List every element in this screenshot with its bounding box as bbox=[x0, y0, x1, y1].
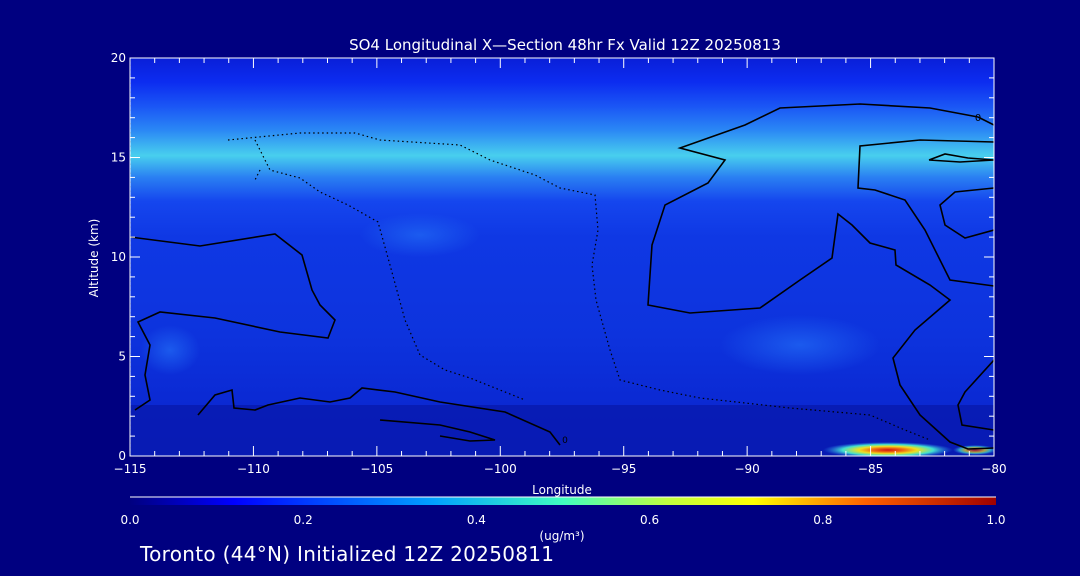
y-axis-label: Altitude (km) bbox=[87, 219, 101, 298]
y-axis: 0 5 10 15 20 bbox=[111, 51, 994, 463]
contour-line bbox=[939, 187, 994, 239]
contour-line bbox=[857, 139, 994, 287]
footer-caption: Toronto (44°N) Initialized 12Z 20250811 bbox=[140, 542, 555, 566]
contour-lines bbox=[130, 103, 994, 450]
contour-label: 0 bbox=[975, 113, 981, 124]
contour-line bbox=[977, 116, 994, 126]
contour-line-dotted bbox=[254, 169, 261, 181]
x-tick-label: −85 bbox=[858, 462, 883, 476]
concentration-field bbox=[130, 58, 994, 456]
contour-label: 0 bbox=[562, 436, 568, 446]
field-blob bbox=[360, 213, 480, 257]
y-tick-label: 15 bbox=[111, 151, 126, 165]
x-tick-label: −115 bbox=[114, 462, 147, 476]
contour-line-dotted bbox=[227, 132, 931, 441]
x-tick-label: −100 bbox=[484, 462, 517, 476]
x-tick-label: −80 bbox=[981, 462, 1006, 476]
colorbar-units: (ug/m³) bbox=[539, 529, 584, 543]
y-tick-label: 5 bbox=[118, 350, 126, 364]
contour-line bbox=[957, 359, 994, 431]
x-axis: −115 −110 −105 −100 −95 −90 −85 −80 bbox=[114, 58, 1007, 476]
colorbar-tick-label: 0.6 bbox=[640, 513, 659, 527]
colorbar-tick-label: 0.4 bbox=[467, 513, 486, 527]
colorbar-tick-label: 0.2 bbox=[294, 513, 313, 527]
contour-line bbox=[928, 153, 994, 163]
y-tick-label: 20 bbox=[111, 51, 126, 65]
x-tick-label: −90 bbox=[734, 462, 759, 476]
colorbar-ticks: 0.0 0.2 0.4 0.6 0.8 1.0 bbox=[120, 513, 1005, 527]
colorbar bbox=[130, 497, 996, 505]
contour-line bbox=[379, 419, 496, 442]
plot-area: 0 0 bbox=[130, 58, 994, 456]
contour-line-dotted bbox=[254, 139, 526, 401]
contour-lines-dotted bbox=[130, 60, 931, 456]
field-blob bbox=[140, 325, 200, 375]
x-axis-label: Longitude bbox=[532, 483, 592, 497]
y-tick-label: 0 bbox=[118, 449, 126, 463]
contour-line bbox=[130, 233, 336, 411]
contour-line bbox=[197, 387, 561, 446]
x-tick-label: −105 bbox=[360, 462, 393, 476]
x-tick-label: −95 bbox=[611, 462, 636, 476]
colorbar-tick-label: 1.0 bbox=[986, 513, 1005, 527]
y-tick-label: 10 bbox=[111, 250, 126, 264]
x-tick-label: −110 bbox=[237, 462, 270, 476]
field-blob bbox=[720, 315, 880, 375]
colorbar-tick-label: 0.8 bbox=[813, 513, 832, 527]
chart-title: SO4 Longitudinal X—Section 48hr Fx Valid… bbox=[349, 36, 781, 54]
high-concentration-plume bbox=[823, 442, 953, 456]
contour-line bbox=[647, 103, 994, 450]
colorbar-tick-label: 0.0 bbox=[120, 513, 139, 527]
